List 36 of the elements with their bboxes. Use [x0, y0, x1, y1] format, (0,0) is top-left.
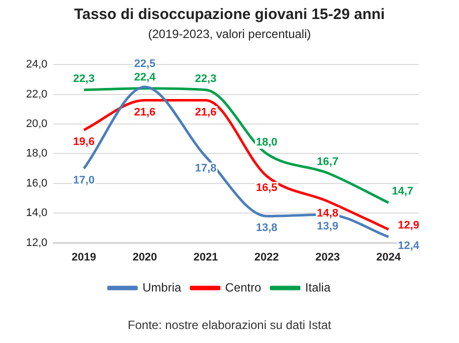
data-label: 17,8: [195, 162, 216, 175]
data-label: 13,8: [256, 222, 278, 234]
y-tick-label: 24,0: [26, 58, 48, 71]
y-tick-label: 12,0: [26, 236, 48, 249]
data-label: 14,7: [392, 186, 414, 198]
y-tick-label: 14,0: [26, 207, 48, 220]
data-label: 22,3: [73, 72, 95, 85]
x-tick-label: 2023: [315, 251, 340, 264]
x-tick-label: 2024: [376, 251, 402, 264]
y-tick-label: 20,0: [26, 118, 48, 130]
y-tick-label: 16,0: [26, 177, 48, 190]
x-tick-label: 2021: [193, 251, 218, 264]
data-label: 13,9: [316, 220, 338, 233]
data-label: 21,6: [134, 106, 156, 118]
chart-title: Tasso di disoccupazione giovani 15-29 anni: [73, 6, 386, 23]
x-tick-label: 2019: [72, 251, 96, 264]
data-label: 17,0: [73, 174, 95, 187]
data-label: 22,5: [134, 58, 156, 70]
data-label: 18,0: [256, 136, 278, 149]
source-note: Fonte: nostre elaborazioni su dati Istat: [126, 318, 332, 332]
data-label: 19,6: [73, 136, 95, 148]
legend-label: Italia: [305, 280, 331, 294]
x-tick-label: 2022: [254, 251, 279, 264]
legend-label: Umbria: [142, 280, 182, 294]
data-label: 21,6: [195, 106, 216, 118]
y-tick-label: 22,0: [26, 88, 48, 100]
legend-label: Centro: [225, 280, 262, 294]
y-tick-label: 18,0: [26, 148, 48, 160]
data-label: 12,9: [398, 219, 420, 232]
x-tick-label: 2020: [132, 251, 158, 264]
data-label: 16,5: [256, 182, 278, 194]
chart-subtitle: (2019-2023, valori percentuali): [147, 27, 312, 41]
data-label: 22,3: [195, 72, 216, 85]
data-label: 22,4: [134, 71, 156, 84]
data-label: 16,7: [316, 156, 338, 168]
data-label: 12,4: [398, 240, 420, 252]
